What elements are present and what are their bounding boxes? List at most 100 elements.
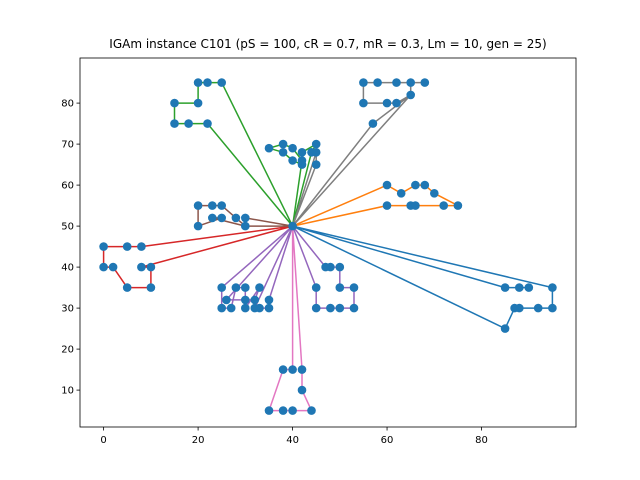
customer-point xyxy=(420,180,430,190)
y-tick-label: 30 xyxy=(61,304,74,315)
customer-point xyxy=(193,78,203,87)
customer-point xyxy=(208,213,217,223)
customer-point xyxy=(406,78,416,87)
customer-point xyxy=(264,295,274,305)
customer-point xyxy=(99,242,108,251)
customer-point xyxy=(311,139,321,149)
customer-point xyxy=(311,160,321,169)
customer-point xyxy=(241,295,250,305)
customer-point xyxy=(137,262,146,272)
y-axis-ticks: 10 20 30 40 50 60 70 80 xyxy=(61,99,80,397)
customer-point xyxy=(307,406,316,415)
y-tick-label: 20 xyxy=(61,345,74,356)
customer-point xyxy=(411,180,420,190)
customer-point xyxy=(288,156,297,165)
customer-point xyxy=(533,303,543,313)
customer-point xyxy=(297,365,307,374)
customer-point xyxy=(222,295,231,305)
customer-point xyxy=(170,119,179,128)
customer-point xyxy=(288,365,297,374)
customer-point xyxy=(335,303,345,313)
customer-point xyxy=(392,78,401,87)
route-line-5 xyxy=(220,225,355,309)
customer-point xyxy=(122,242,132,251)
customer-point xyxy=(321,262,330,272)
plot-frame xyxy=(79,57,577,428)
customer-point xyxy=(311,283,321,292)
customer-point xyxy=(231,283,241,292)
chart-title: IGAm instance C101 (pS = 100, cR = 0.7, … xyxy=(109,37,546,51)
x-tick-label: 40 xyxy=(286,435,299,446)
customer-point xyxy=(278,148,288,157)
customer-point xyxy=(430,189,439,198)
customer-point xyxy=(241,283,250,292)
customer-point xyxy=(359,98,368,108)
customer-point xyxy=(311,303,321,313)
customer-point xyxy=(146,262,156,272)
customer-point xyxy=(250,295,260,305)
customer-point xyxy=(439,201,449,210)
customer-point xyxy=(217,78,226,87)
customer-point xyxy=(217,303,226,313)
customer-point xyxy=(311,148,321,157)
customer-point xyxy=(297,156,307,165)
customer-point xyxy=(278,139,288,149)
customer-point xyxy=(288,406,297,415)
depot-point xyxy=(288,221,297,231)
customer-point xyxy=(99,262,108,272)
y-tick-label: 60 xyxy=(61,181,74,192)
customer-point xyxy=(297,385,307,395)
customer-point xyxy=(406,90,416,100)
customer-point xyxy=(335,283,345,292)
x-tick-label: 80 xyxy=(475,435,488,446)
customer-point xyxy=(193,221,203,231)
customer-point xyxy=(373,78,382,87)
customer-point xyxy=(264,143,274,153)
customer-point xyxy=(515,283,524,292)
customer-point xyxy=(203,119,212,128)
customer-point xyxy=(241,303,250,313)
customer-point xyxy=(411,201,420,210)
customer-point xyxy=(264,406,274,415)
customer-point xyxy=(241,213,250,223)
customer-point xyxy=(349,303,359,313)
y-tick-label: 70 xyxy=(61,140,74,151)
customer-point xyxy=(349,283,359,292)
customer-point xyxy=(382,201,392,210)
customer-point xyxy=(208,201,217,210)
customer-point xyxy=(392,98,401,108)
customer-point xyxy=(226,303,236,313)
customer-point xyxy=(500,324,510,333)
x-tick-label: 20 xyxy=(192,435,205,446)
customer-point xyxy=(288,143,297,153)
y-tick-label: 80 xyxy=(61,99,74,110)
customer-point xyxy=(396,189,406,198)
x-axis-ticks: 0 20 40 60 80 xyxy=(100,427,488,446)
y-tick-label: 50 xyxy=(61,222,74,233)
customer-point xyxy=(326,303,335,313)
x-tick-label: 0 xyxy=(100,435,106,446)
customer-point xyxy=(255,283,264,292)
customer-point xyxy=(278,406,288,415)
customer-point xyxy=(453,201,463,210)
customer-point xyxy=(420,78,430,87)
customer-point xyxy=(108,262,118,272)
customer-point xyxy=(203,78,212,87)
customer-point xyxy=(548,303,557,313)
customer-point xyxy=(368,119,378,128)
y-tick-label: 40 xyxy=(61,263,74,274)
customer-point xyxy=(217,283,226,292)
customer-point xyxy=(297,148,307,157)
customer-point xyxy=(264,303,274,313)
customer-point xyxy=(250,303,260,313)
customer-point xyxy=(137,242,146,251)
customer-point xyxy=(241,221,250,231)
x-tick-label: 60 xyxy=(381,435,394,446)
route-line-7 xyxy=(268,226,313,412)
y-tick-label: 10 xyxy=(61,386,74,397)
customer-point xyxy=(359,78,368,87)
customer-points-layer xyxy=(99,78,557,415)
customer-point xyxy=(231,213,241,223)
customer-point xyxy=(170,98,179,108)
